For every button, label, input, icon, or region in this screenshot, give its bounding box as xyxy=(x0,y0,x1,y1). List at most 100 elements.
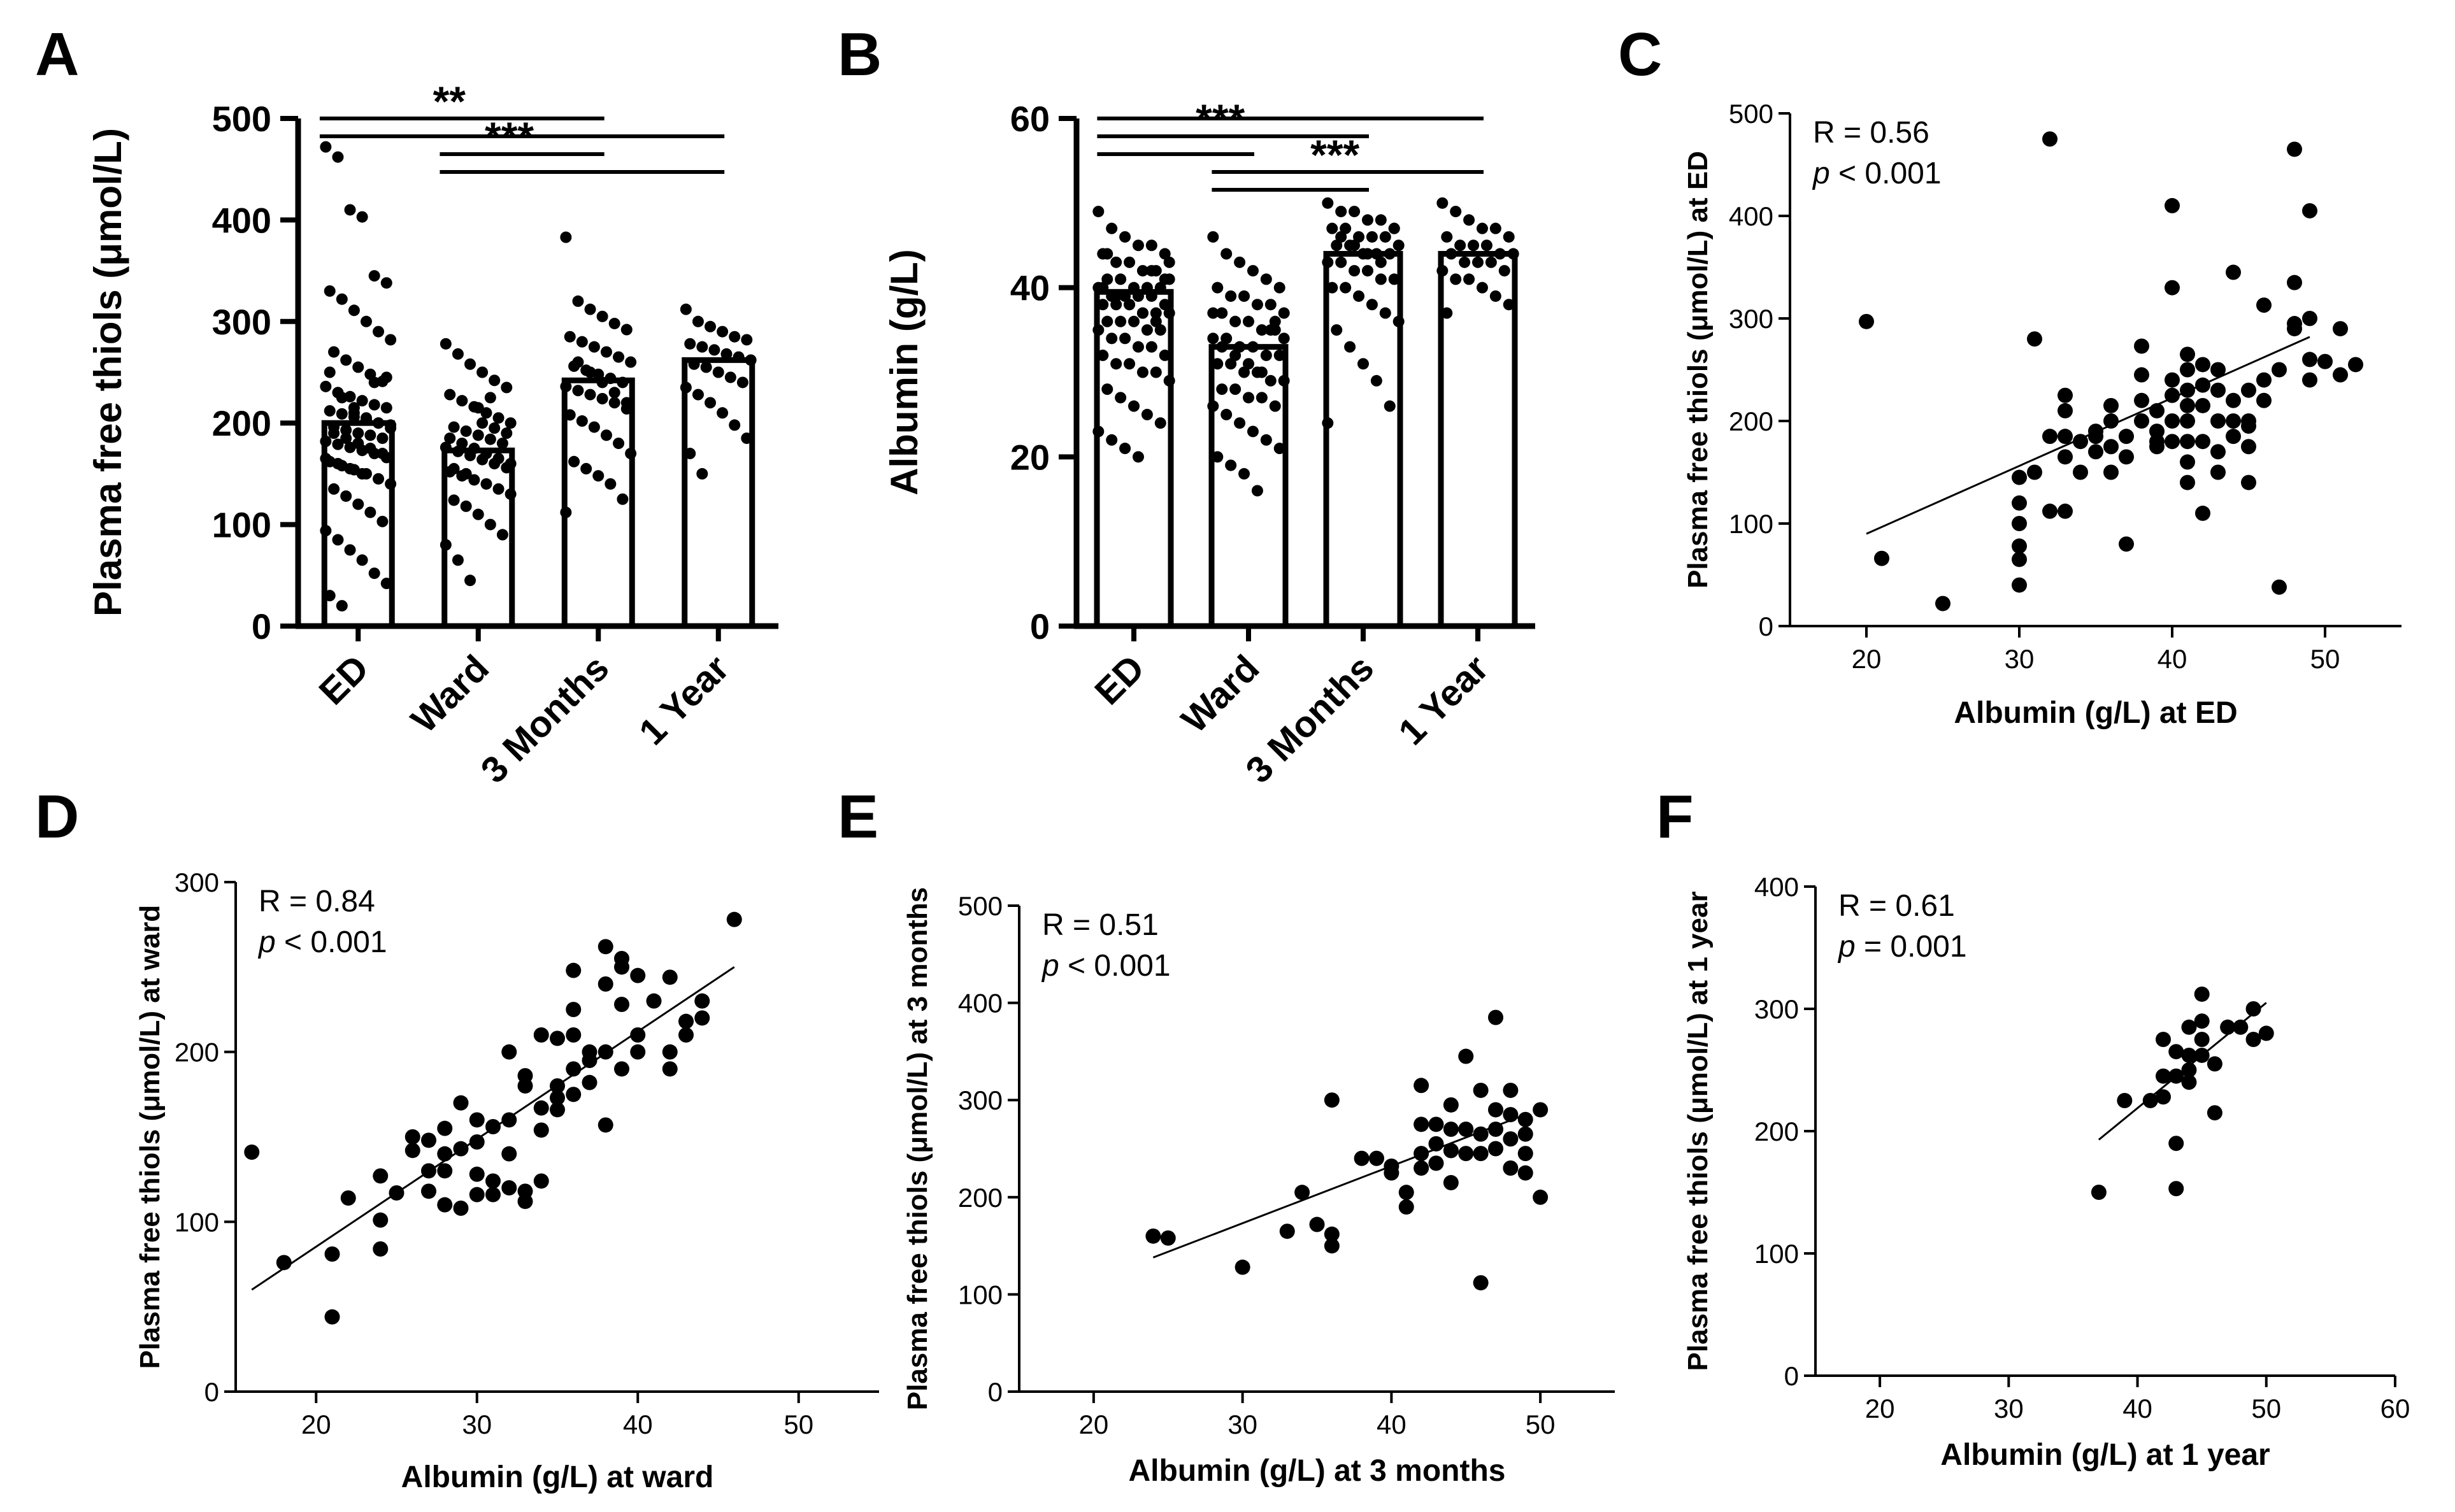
data-point xyxy=(1097,299,1109,311)
data-point xyxy=(501,1112,517,1128)
data-point xyxy=(700,361,712,373)
data-point xyxy=(2194,1032,2210,1047)
data-point xyxy=(1238,467,1250,480)
data-point xyxy=(2272,362,2287,378)
data-point xyxy=(2241,382,2256,398)
data-point xyxy=(729,331,741,343)
data-point xyxy=(1247,341,1259,353)
data-point xyxy=(2103,464,2119,480)
data-point xyxy=(1489,222,1501,234)
panel-letter: B xyxy=(838,20,882,89)
data-point xyxy=(1489,290,1501,302)
x-tick-label: 60 xyxy=(2380,1394,2410,1423)
data-point xyxy=(496,438,508,450)
data-point xyxy=(380,578,392,590)
data-point xyxy=(1476,282,1488,294)
significance-stars: *** xyxy=(1310,131,1359,178)
data-point xyxy=(1517,1165,1533,1181)
data-point xyxy=(662,1044,678,1060)
data-point xyxy=(2027,331,2042,347)
data-point xyxy=(598,1117,613,1133)
data-point xyxy=(2210,362,2226,378)
data-point xyxy=(2168,1181,2184,1197)
data-point xyxy=(344,544,356,556)
data-point xyxy=(2149,403,2165,418)
data-point xyxy=(696,341,708,353)
data-point xyxy=(444,389,456,401)
data-point xyxy=(1349,265,1361,277)
data-point xyxy=(600,429,612,441)
data-point xyxy=(2165,280,2180,296)
data-point xyxy=(472,429,484,441)
data-point xyxy=(501,1044,517,1060)
data-point xyxy=(566,1027,582,1043)
data-point xyxy=(320,525,332,537)
data-point xyxy=(2333,367,2348,383)
data-point xyxy=(1092,425,1105,438)
data-point xyxy=(600,346,612,358)
data-point xyxy=(452,554,464,566)
data-point xyxy=(572,356,584,368)
panel-letter: D xyxy=(35,783,79,851)
data-point xyxy=(1436,265,1449,277)
panel-letter: A xyxy=(35,20,79,89)
data-point xyxy=(617,493,629,505)
data-point xyxy=(373,417,385,429)
data-point xyxy=(2180,413,2195,429)
data-point xyxy=(489,374,501,387)
data-point xyxy=(421,1163,436,1179)
data-point xyxy=(717,325,729,338)
data-point xyxy=(1441,231,1453,243)
data-point xyxy=(2210,464,2226,480)
data-point xyxy=(2180,434,2195,450)
data-point xyxy=(484,433,496,445)
data-point xyxy=(2302,372,2317,388)
data-point xyxy=(1225,290,1237,302)
data-point xyxy=(2042,503,2058,519)
y-tick-label: 500 xyxy=(958,891,1003,921)
data-point xyxy=(2165,434,2180,450)
data-point xyxy=(404,1143,420,1159)
data-point xyxy=(1326,282,1338,294)
data-point xyxy=(1260,349,1272,361)
data-point xyxy=(1115,273,1127,285)
data-point xyxy=(496,529,508,541)
data-point xyxy=(1110,358,1122,370)
data-point xyxy=(1145,1228,1161,1244)
data-point xyxy=(2226,264,2241,280)
data-point xyxy=(1533,1102,1549,1118)
data-point xyxy=(2103,439,2119,455)
data-point xyxy=(501,1180,517,1195)
data-point xyxy=(1459,256,1471,268)
data-point xyxy=(608,397,620,409)
p-symbol: p xyxy=(1837,930,1856,964)
data-point xyxy=(2181,1062,2197,1078)
data-point xyxy=(2103,397,2119,413)
data-point xyxy=(712,366,724,378)
data-point xyxy=(2058,429,2073,445)
data-point xyxy=(694,1010,710,1026)
data-point xyxy=(620,397,633,409)
data-point xyxy=(368,567,380,580)
data-point xyxy=(2134,338,2149,354)
data-point xyxy=(2073,434,2088,450)
data-point xyxy=(2012,495,2027,511)
data-point xyxy=(680,382,692,394)
data-point xyxy=(1243,392,1254,404)
data-point xyxy=(2210,413,2226,429)
data-point xyxy=(480,448,492,460)
data-point xyxy=(1472,256,1484,268)
data-point xyxy=(437,1197,453,1213)
data-point xyxy=(596,376,608,389)
data-point xyxy=(1229,383,1242,396)
data-point xyxy=(368,270,380,282)
data-point xyxy=(613,351,625,363)
y-axis-title: Plasma free thiols (μmol/L) xyxy=(87,128,129,617)
data-point xyxy=(588,421,600,433)
y-tick-label: 200 xyxy=(212,403,271,443)
data-point xyxy=(1216,307,1228,319)
data-point xyxy=(356,554,368,566)
data-point xyxy=(453,1201,469,1216)
data-point xyxy=(1101,273,1113,285)
